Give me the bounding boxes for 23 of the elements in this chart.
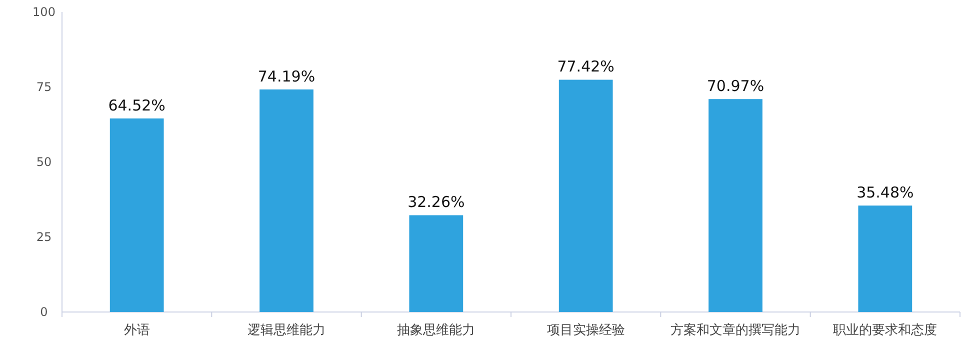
bar — [110, 118, 164, 312]
y-tick-label: 75 — [36, 80, 52, 94]
data-label: 77.42% — [557, 58, 614, 76]
bar — [558, 80, 613, 312]
y-tick-label: 100 — [32, 5, 56, 19]
bar — [260, 89, 314, 312]
data-label: 70.97% — [706, 77, 764, 96]
bar — [409, 215, 464, 312]
y-tick-label: 0 — [40, 305, 48, 319]
data-label: 64.52% — [108, 96, 166, 114]
data-label: 35.48% — [856, 184, 914, 202]
x-tick-label: 项目实操经验 — [546, 323, 625, 338]
x-tick-label: 抽象思维能力 — [397, 323, 476, 338]
data-label: 74.19% — [258, 67, 316, 86]
y-tick-label: 50 — [36, 155, 52, 169]
bar — [858, 206, 912, 312]
x-tick-label: 逻辑思维能力 — [248, 323, 326, 338]
x-tick-label: 方案和文章的撰写能力 — [670, 322, 800, 338]
data-label: 32.26% — [408, 193, 465, 212]
bar — [708, 99, 762, 312]
x-tick-label: 职业的要求和态度 — [833, 322, 938, 338]
y-tick-label: 25 — [36, 230, 52, 244]
x-tick-label: 外语 — [124, 323, 150, 338]
